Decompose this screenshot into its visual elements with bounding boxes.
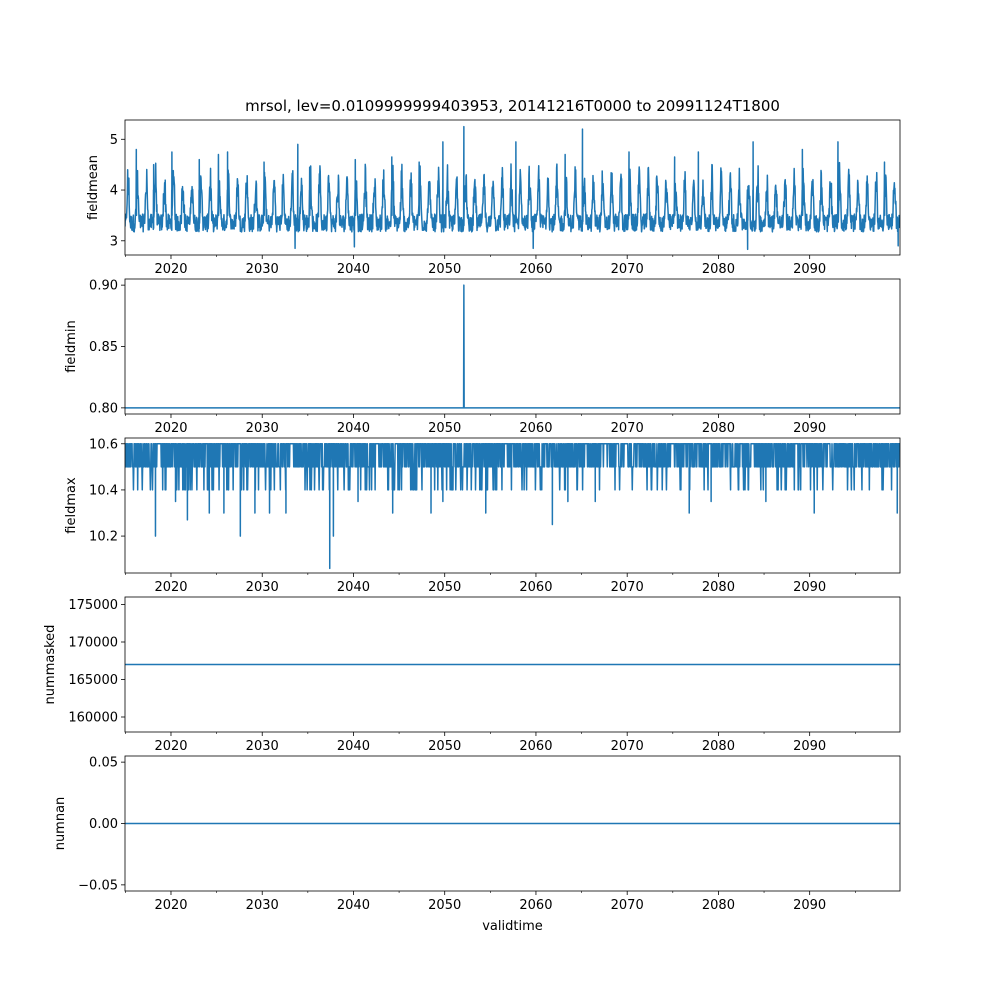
x-tick-label-fieldmean: 2060: [519, 262, 552, 277]
x-tick-label-fieldmin: 2050: [428, 421, 461, 436]
y-tick-label-fieldmax: 10.6: [89, 437, 118, 452]
panel-frame-fieldmean: [124, 119, 901, 256]
x-tick-label-numnan: 2060: [519, 898, 552, 913]
x-tick-label-numnan: 2070: [611, 898, 644, 913]
y-axis-label-fieldmin: fieldmin: [64, 320, 79, 373]
panel-fieldmin: 0.80 0.85 0.90 fieldmin 2020 2030 2040 2050 2060…: [64, 278, 901, 436]
x-tick-label-fieldmax: 2060: [519, 580, 552, 595]
y-tick-label-nummasked: 160000: [68, 711, 118, 726]
x-tick-label-numnan: 2030: [246, 898, 279, 913]
y-axis-label-nummasked: nummasked: [43, 625, 58, 705]
y-axis-label-numnan: numnan: [53, 797, 68, 851]
panels: 3 4 5 fieldmean 2020 2030 2040 2050 2060 2070 2080…: [43, 119, 901, 913]
panel-frame-fieldmax: [124, 437, 901, 574]
x-tick-label-fieldmin: 2030: [246, 421, 279, 436]
y-axis-label-fieldmax: fieldmax: [64, 477, 79, 534]
x-tick-label-nummasked: 2070: [611, 739, 644, 754]
chart-title: mrsol, lev=0.0109999999403953, 20141216T…: [245, 97, 780, 115]
y-tick-label-nummasked: 170000: [68, 636, 118, 651]
x-tick-label-numnan: 2020: [154, 898, 187, 913]
x-tick-label-fieldmin: 2080: [702, 421, 735, 436]
panel-fieldmax: 10.2 10.4 10.6 fieldmax 2020 2030 2040 2050 2060…: [64, 437, 901, 595]
x-tick-label-fieldmean: 2020: [154, 262, 187, 277]
x-tick-label-nummasked: 2020: [154, 739, 187, 754]
panel-nummasked: 160000 165000 170000 175000 nummasked 2020 203…: [43, 596, 901, 754]
x-tick-label-fieldmax: 2080: [702, 580, 735, 595]
y-tick-label-fieldmax: 10.2: [89, 530, 118, 545]
panel-frame-nummasked: [124, 596, 901, 733]
x-tick-label-numnan: 2090: [793, 898, 826, 913]
x-tick-label-fieldmax: 2030: [246, 580, 279, 595]
x-tick-label-fieldmean: 2030: [246, 262, 279, 277]
x-tick-label-nummasked: 2040: [337, 739, 370, 754]
x-tick-label-fieldmax: 2070: [611, 580, 644, 595]
y-tick-label-numnan: 0.05: [89, 756, 118, 771]
series-line-fieldmean: [125, 125, 900, 251]
y-tick-label-fieldmin: 0.85: [89, 340, 118, 355]
y-tick-label-nummasked: 165000: [68, 673, 118, 688]
x-tick-label-fieldmean: 2050: [428, 262, 461, 277]
x-tick-label-nummasked: 2050: [428, 739, 461, 754]
x-tick-label-fieldmin: 2020: [154, 421, 187, 436]
y-axis-label-fieldmean: fieldmean: [86, 155, 101, 220]
panel-numnan: −0.05 0.00 0.05 numnan 2020 2030 2040 2050 2060 2…: [53, 755, 901, 913]
y-tick-label-fieldmean: 4: [110, 184, 118, 199]
y-tick-label-numnan: 0.00: [89, 817, 118, 832]
x-tick-label-fieldmean: 2080: [702, 262, 735, 277]
x-tick-label-nummasked: 2030: [246, 739, 279, 754]
x-tick-label-numnan: 2050: [428, 898, 461, 913]
series-line-fieldmax: [125, 443, 900, 570]
x-tick-label-fieldmean: 2040: [337, 262, 370, 277]
x-tick-label-nummasked: 2080: [702, 739, 735, 754]
x-tick-label-fieldmean: 2090: [793, 262, 826, 277]
x-tick-label-fieldmax: 2020: [154, 580, 187, 595]
y-tick-label-numnan: −0.05: [78, 878, 118, 893]
y-tick-label-nummasked: 175000: [68, 598, 118, 613]
x-tick-label-fieldmax: 2040: [337, 580, 370, 595]
x-tick-label-numnan: 2040: [337, 898, 370, 913]
x-tick-label-fieldmax: 2050: [428, 580, 461, 595]
x-tick-label-fieldmin: 2090: [793, 421, 826, 436]
x-tick-label-fieldmin: 2060: [519, 421, 552, 436]
y-tick-label-fieldmean: 5: [110, 133, 118, 148]
x-tick-label-fieldmin: 2040: [337, 421, 370, 436]
y-tick-label-fieldmin: 0.80: [89, 401, 118, 416]
y-tick-label-fieldmin: 0.90: [89, 279, 118, 294]
y-tick-label-fieldmean: 3: [110, 234, 118, 249]
x-tick-label-fieldmax: 2090: [793, 580, 826, 595]
x-tick-label-nummasked: 2060: [519, 739, 552, 754]
x-axis-label: validtime: [482, 919, 543, 934]
panel-fieldmean: 3 4 5 fieldmean 2020 2030 2040 2050 2060 2070 2080…: [86, 119, 901, 277]
series-line-fieldmin: [125, 284, 900, 409]
x-tick-label-fieldmin: 2070: [611, 421, 644, 436]
y-tick-label-fieldmax: 10.4: [89, 483, 118, 498]
x-tick-label-numnan: 2080: [702, 898, 735, 913]
x-tick-label-fieldmean: 2070: [611, 262, 644, 277]
x-tick-label-nummasked: 2090: [793, 739, 826, 754]
